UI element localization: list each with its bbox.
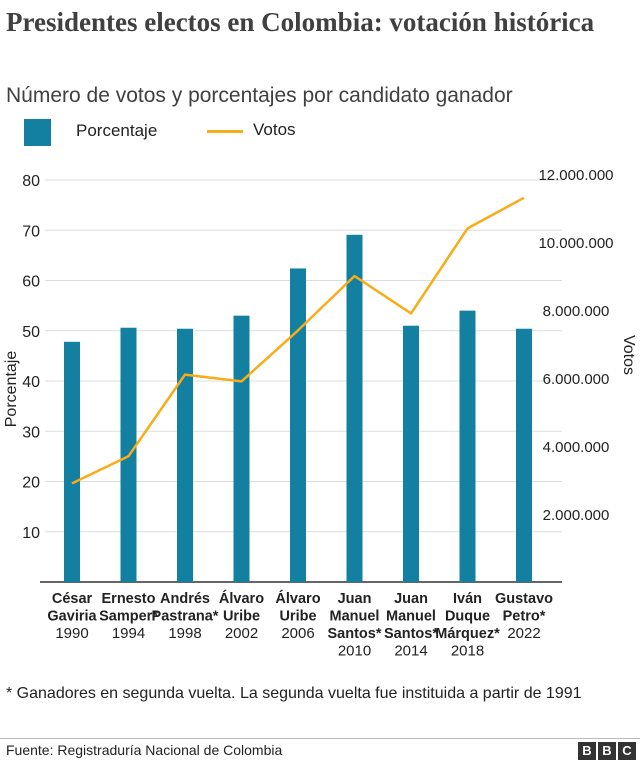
x-tick-name: Santos*: [384, 626, 438, 642]
y-tick-label: 20: [22, 475, 40, 492]
x-tick-name: Duque: [445, 609, 490, 625]
chart-legend: Porcentaje Votos: [0, 116, 640, 146]
x-tick-name: Santos*: [328, 626, 382, 642]
y-axis-label: Porcentaje: [3, 351, 20, 428]
y-tick-label: 30: [22, 424, 40, 441]
legend-label-votos: Votos: [253, 120, 296, 139]
bbc-logo: B B C: [578, 742, 636, 760]
bar-porcentaje: [290, 268, 306, 582]
footer-divider: [0, 738, 640, 739]
y2-tick-label: 2.000.000: [543, 507, 610, 524]
bar-porcentaje: [64, 341, 80, 582]
x-tick-name: Manuel: [386, 609, 436, 625]
x-tick-year: 2018: [451, 643, 484, 660]
x-tick-name: Iván: [453, 591, 482, 607]
x-tick-name: Gaviria: [47, 609, 97, 625]
combo-chart: 10 20 30 40 50 60 70 80 2.000.000 4.000.000 6.000.…: [3, 167, 637, 660]
x-tick-year: 1994: [112, 625, 145, 642]
y-tick-label: 10: [22, 525, 40, 542]
y-tick-label: 60: [22, 274, 40, 291]
bar-porcentaje: [177, 328, 193, 582]
y2-tick-label: 12.000.000: [538, 167, 613, 184]
y2-tick-label: 4.000.000: [543, 439, 610, 456]
bbc-logo-letter: B: [578, 742, 596, 760]
y2-tick-label: 6.000.000: [543, 371, 610, 388]
chart-title: Presidentes electos en Colombia: votació…: [6, 7, 595, 37]
bar-porcentaje: [233, 315, 250, 582]
y-tick-label: 70: [22, 223, 40, 240]
y-tick-label: 50: [22, 324, 40, 341]
line-votos: [71, 196, 525, 485]
x-tick-year: 2006: [281, 625, 314, 642]
footnote: * Ganadores en segunda vuelta. La segund…: [6, 685, 582, 702]
x-tick-year: 2022: [507, 625, 540, 642]
x-tick-year: 1998: [168, 625, 201, 642]
x-tick-name: Álvaro: [275, 590, 320, 607]
bar-porcentaje: [516, 328, 532, 582]
bar-porcentaje: [459, 310, 476, 582]
y2-tick-label: 8.000.000: [543, 303, 610, 320]
source-note: Fuente: Registraduría Nacional de Colomb…: [6, 742, 283, 758]
x-tick-name: Juan: [338, 591, 372, 607]
legend-label-porcentaje: Porcentaje: [76, 121, 158, 140]
x-tick-name: César: [52, 591, 93, 607]
x-tick-name: Manuel: [330, 609, 380, 625]
y2-axis-label: Votos: [620, 335, 637, 375]
y-tick-label: 80: [22, 173, 40, 190]
y2-tick-label: 10.000.000: [538, 235, 613, 252]
legend-swatch-porcentaje: [24, 119, 51, 146]
bbc-logo-letter: C: [618, 742, 636, 760]
x-tick-name: Márquez*: [435, 626, 500, 642]
x-tick-name: Andrés: [160, 591, 210, 607]
x-tick-year: 2014: [394, 643, 427, 660]
x-tick-name: Petro*: [503, 609, 546, 625]
x-tick-name: Uribe: [279, 609, 316, 625]
x-tick-year: 2002: [225, 625, 258, 642]
x-tick-name: Álvaro: [219, 590, 264, 607]
y-tick-label: 40: [22, 374, 40, 391]
x-tick-name: Samper*: [99, 609, 158, 625]
bar-porcentaje: [403, 325, 419, 582]
bar-porcentaje: [346, 234, 363, 582]
x-tick-name: Gustavo: [495, 591, 553, 607]
x-tick-name: Juan: [394, 591, 428, 607]
bbc-logo-letter: B: [598, 742, 616, 760]
x-tick-name: Ernesto: [102, 591, 156, 607]
x-tick-name: Pastrana*: [152, 609, 219, 625]
x-tick-year: 2010: [338, 643, 371, 660]
chart-subtitle: Número de votos y porcentajes por candid…: [6, 84, 513, 107]
x-tick-name: Uribe: [223, 609, 260, 625]
x-tick-year: 1990: [55, 625, 88, 642]
legend-swatch-votos: [207, 130, 243, 133]
